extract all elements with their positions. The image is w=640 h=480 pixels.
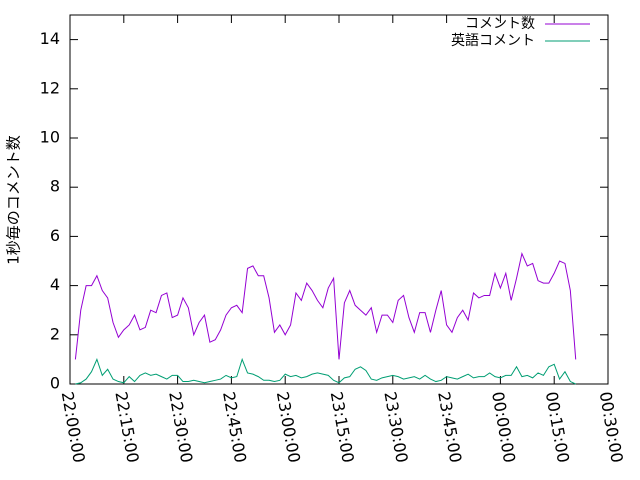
y-tick-label: 14: [40, 29, 60, 48]
x-tick-label: 00:30:00: [596, 390, 627, 464]
x-tick-label: 23:15:00: [327, 390, 358, 464]
x-tick-label: 22:15:00: [111, 390, 142, 464]
y-tick-label: 6: [50, 226, 60, 245]
y-axis-label: 1秒毎のコメント数: [5, 135, 23, 265]
y-tick-label: 12: [40, 78, 60, 97]
x-tick-label: 23:00:00: [273, 390, 304, 464]
y-tick-label: 4: [50, 275, 60, 294]
y-tick-label: 0: [50, 374, 60, 393]
x-tick-label: 23:30:00: [380, 390, 411, 464]
y-tick-label: 8: [50, 177, 60, 196]
x-tick-label: 22:00:00: [58, 390, 89, 464]
legend-label: 英語コメント: [451, 32, 535, 49]
y-tick-label: 10: [40, 128, 60, 147]
x-tick-label: 22:45:00: [219, 390, 250, 464]
x-tick-label: 00:15:00: [542, 390, 573, 464]
x-tick-label: 23:45:00: [434, 390, 465, 464]
x-tick-label: 00:00:00: [488, 390, 519, 464]
y-tick-label: 2: [50, 324, 60, 343]
plot-frame: [69, 14, 609, 385]
series-line: [74, 252, 577, 360]
legend-label: コメント数: [465, 16, 535, 32]
x-tick-label: 22:30:00: [165, 390, 196, 464]
series-line: [75, 357, 576, 385]
